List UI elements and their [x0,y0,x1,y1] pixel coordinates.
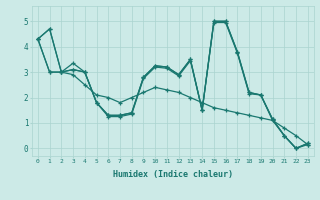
X-axis label: Humidex (Indice chaleur): Humidex (Indice chaleur) [113,170,233,179]
